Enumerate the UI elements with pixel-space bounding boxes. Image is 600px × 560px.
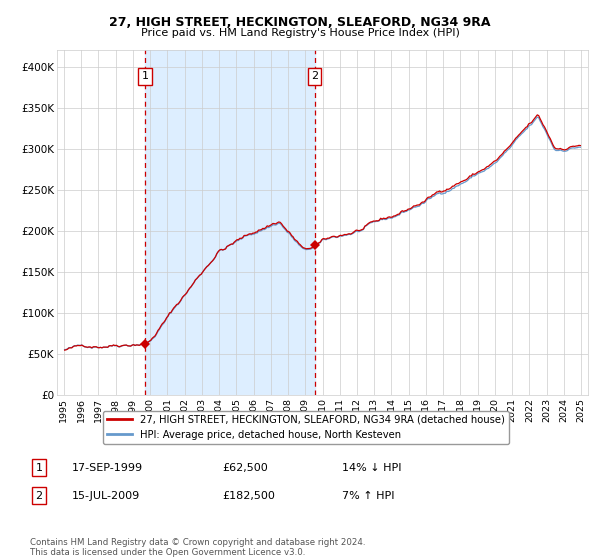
Text: £62,500: £62,500 xyxy=(222,463,268,473)
Text: Price paid vs. HM Land Registry's House Price Index (HPI): Price paid vs. HM Land Registry's House … xyxy=(140,28,460,38)
Text: 15-JUL-2009: 15-JUL-2009 xyxy=(72,491,140,501)
Legend: 27, HIGH STREET, HECKINGTON, SLEAFORD, NG34 9RA (detached house), HPI: Average p: 27, HIGH STREET, HECKINGTON, SLEAFORD, N… xyxy=(103,410,509,444)
Text: 2: 2 xyxy=(311,71,318,81)
Text: 14% ↓ HPI: 14% ↓ HPI xyxy=(342,463,401,473)
Text: 2: 2 xyxy=(35,491,43,501)
Text: £182,500: £182,500 xyxy=(222,491,275,501)
Bar xyxy=(145,50,314,395)
Text: 27, HIGH STREET, HECKINGTON, SLEAFORD, NG34 9RA: 27, HIGH STREET, HECKINGTON, SLEAFORD, N… xyxy=(109,16,491,29)
Text: 1: 1 xyxy=(35,463,43,473)
Text: 7% ↑ HPI: 7% ↑ HPI xyxy=(342,491,395,501)
Text: 1: 1 xyxy=(142,71,149,81)
Text: Contains HM Land Registry data © Crown copyright and database right 2024.
This d: Contains HM Land Registry data © Crown c… xyxy=(30,538,365,557)
Text: 17-SEP-1999: 17-SEP-1999 xyxy=(72,463,143,473)
